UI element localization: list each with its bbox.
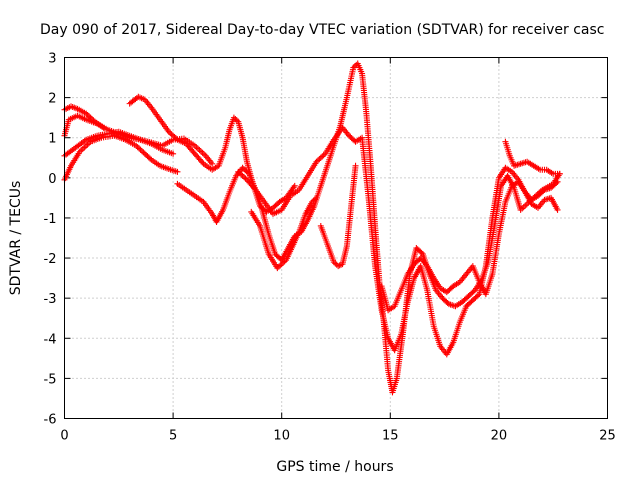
data-point <box>309 198 316 205</box>
data-point <box>167 130 174 137</box>
data-point <box>319 153 326 160</box>
point-series <box>317 162 359 270</box>
data-points <box>61 60 563 396</box>
data-point <box>244 169 251 176</box>
data-point <box>351 63 358 70</box>
data-point <box>134 144 141 151</box>
point-series <box>61 103 107 131</box>
x-tick-labels: 0 5 10 15 20 25 <box>60 429 615 444</box>
data-point <box>89 116 96 123</box>
y-tick-label: 3 <box>48 52 56 67</box>
x-tick-label: 5 <box>169 429 177 444</box>
data-point <box>239 172 246 179</box>
data-point <box>171 134 178 141</box>
data-point <box>553 180 560 187</box>
data-point <box>147 155 154 162</box>
x-tick-label: 20 <box>491 429 508 444</box>
data-point <box>236 170 243 177</box>
data-point <box>138 148 145 155</box>
point-series <box>502 138 563 177</box>
data-point <box>86 113 93 120</box>
data-point <box>320 152 327 159</box>
data-point <box>168 131 175 138</box>
point-series <box>248 194 320 272</box>
data-point <box>332 260 339 267</box>
y-tick-label: -1 <box>44 212 57 227</box>
data-point <box>278 261 285 268</box>
data-point <box>275 263 282 270</box>
x-axis-title: GPS time / hours <box>276 459 393 475</box>
data-point <box>312 196 319 203</box>
point-series <box>61 132 181 183</box>
data-point <box>241 174 248 181</box>
point-series <box>378 178 561 314</box>
data-point <box>554 178 561 185</box>
chart-title: Day 090 of 2017, Sidereal Day-to-day VTE… <box>40 22 604 38</box>
data-point <box>330 259 337 266</box>
data-point <box>277 262 284 269</box>
data-point <box>310 197 317 204</box>
data-point <box>133 142 140 149</box>
data-point <box>84 111 91 118</box>
data-point <box>350 64 357 71</box>
data-point <box>165 128 172 135</box>
data-point <box>83 110 90 117</box>
data-point <box>238 171 245 178</box>
data-point <box>313 158 320 165</box>
data-point <box>209 160 216 167</box>
y-tick-label: 1 <box>48 132 56 147</box>
data-point <box>251 185 258 192</box>
x-tick-label: 25 <box>599 429 616 444</box>
data-point <box>352 162 359 169</box>
data-point <box>313 194 320 201</box>
data-point <box>475 292 482 299</box>
data-point <box>317 154 324 161</box>
plot-frame <box>64 57 608 419</box>
y-tick-label: -2 <box>44 252 57 267</box>
y-tick-label: -3 <box>44 292 57 307</box>
data-point <box>233 117 240 124</box>
data-point <box>274 265 281 272</box>
point-series <box>126 93 298 215</box>
data-point <box>100 124 107 131</box>
data-point <box>199 159 206 166</box>
data-point <box>418 249 425 256</box>
data-point <box>242 175 249 182</box>
x-tick-label: 10 <box>273 429 290 444</box>
data-point <box>336 262 343 269</box>
data-point <box>316 156 323 163</box>
data-point <box>556 170 563 177</box>
data-point <box>230 114 237 121</box>
data-point <box>280 259 287 266</box>
data-point <box>235 168 242 175</box>
y-tick-labels: 3 2 1 0 -1 -2 -3 -4 -5 -6 <box>44 52 57 428</box>
y-tick-label: -5 <box>44 372 57 387</box>
y-tick-label: -6 <box>44 413 57 428</box>
x-tick-label: 15 <box>382 429 399 444</box>
y-tick-label: 0 <box>48 172 56 187</box>
data-point <box>170 150 177 157</box>
y-tick-label: -4 <box>44 332 57 347</box>
data-point <box>314 157 321 164</box>
data-point <box>170 132 177 139</box>
data-point <box>174 168 181 175</box>
data-point <box>554 206 561 213</box>
data-point <box>136 145 143 152</box>
y-tick-label: 2 <box>48 92 56 107</box>
data-point <box>232 116 239 123</box>
data-point <box>281 258 288 265</box>
data-point <box>90 117 97 124</box>
data-point <box>335 263 342 270</box>
data-point <box>137 146 144 153</box>
x-tick-label: 0 <box>60 429 68 444</box>
data-point <box>87 114 94 121</box>
point-series <box>235 124 561 358</box>
data-point <box>291 182 298 189</box>
y-axis-title: SDTVAR / TECUs <box>8 181 24 296</box>
data-point <box>172 135 179 142</box>
